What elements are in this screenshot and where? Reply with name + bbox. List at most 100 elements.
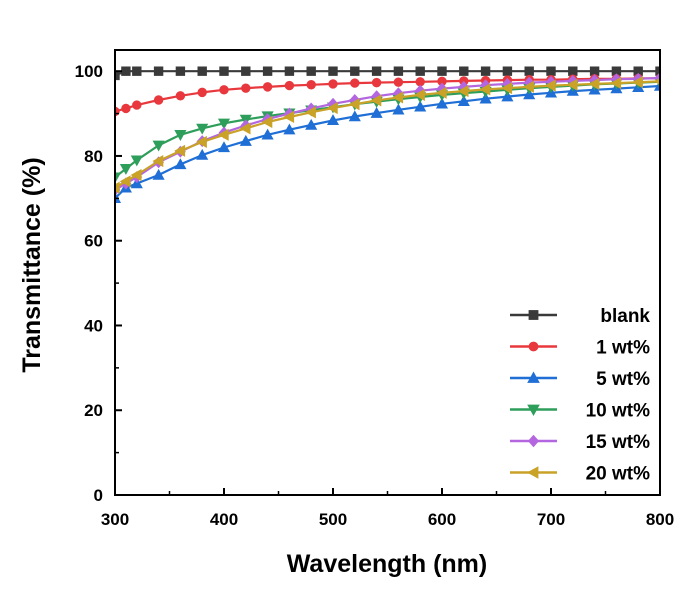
plot-frame [114, 49, 661, 496]
point-5-wtpct-360 [174, 158, 187, 170]
point-blank-500 [328, 66, 338, 76]
point-blank-620 [459, 66, 469, 76]
legend-item-10-wtpct: 10 wt% [510, 401, 650, 422]
point-20-wtpct-460 [283, 110, 295, 124]
point-1-wtpct-460 [284, 80, 295, 91]
point-20-wtpct-680 [523, 80, 534, 93]
point-blank-580 [415, 66, 425, 76]
point-10-wtpct-310 [119, 163, 132, 175]
point-5-wtpct-540 [370, 106, 383, 118]
series-5-wtpct [115, 79, 660, 204]
point-1-wtpct-320 [132, 100, 142, 110]
point-5-wtpct-420 [239, 134, 252, 146]
legend-item-15-wtpct: 15 wt% [510, 432, 650, 453]
point-20-wtpct-700 [544, 79, 556, 92]
point-blank-540 [371, 66, 382, 76]
y-axis-label: Transmittance (%) [18, 157, 46, 372]
point-blank-600 [437, 66, 447, 76]
y-tick-label: 80 [84, 147, 103, 166]
point-20-wtpct-340 [152, 154, 164, 168]
x-tick-label: 600 [428, 510, 456, 529]
point-5-wtpct-640 [479, 92, 492, 104]
point-20-wtpct-310 [119, 175, 131, 188]
y-tick-label: 40 [84, 316, 103, 335]
point-20-wtpct-480 [305, 106, 316, 119]
legend-marker-5-wtpct [527, 371, 540, 383]
series-20-wtpct [115, 76, 660, 194]
point-20-wtpct-740 [588, 77, 600, 90]
point-1-wtpct-540 [371, 77, 382, 88]
point-1-wtpct-440 [262, 82, 273, 92]
point-20-wtpct-760 [610, 77, 622, 90]
legend-item-5-wtpct: 5 wt% [510, 369, 650, 390]
point-10-wtpct-360 [174, 130, 187, 141]
point-1-wtpct-520 [350, 78, 360, 88]
point-blank-800 [655, 66, 660, 76]
legend-item-1-wtpct: 1 wt% [510, 338, 650, 359]
x-tick-label: 700 [537, 510, 565, 529]
point-20-wtpct-420 [239, 122, 251, 135]
point-blank-680 [524, 66, 534, 76]
point-5-wtpct-500 [326, 114, 340, 126]
series-blank [115, 66, 660, 81]
point-1-wtpct-340 [153, 95, 164, 105]
point-20-wtpct-560 [392, 91, 404, 104]
point-5-wtpct-440 [261, 128, 274, 140]
point-20-wtpct-300 [115, 181, 120, 194]
point-20-wtpct-380 [196, 135, 207, 149]
point-10-wtpct-340 [152, 140, 165, 152]
point-blank-560 [393, 66, 404, 76]
point-20-wtpct-620 [457, 85, 469, 98]
point-20-wtpct-580 [414, 88, 425, 101]
line-20-wtpct [115, 80, 660, 189]
point-blank-400 [219, 66, 229, 76]
legend-marker-15-wtpct [527, 434, 540, 448]
legend-marker-1-wtpct [528, 341, 539, 352]
point-blank-300 [115, 70, 120, 81]
legend-label-10-wtpct: 10 wt% [586, 401, 651, 422]
point-20-wtpct-320 [130, 168, 142, 182]
point-5-wtpct-560 [392, 103, 405, 115]
point-blank-310 [121, 66, 131, 76]
point-5-wtpct-660 [501, 90, 514, 102]
point-20-wtpct-520 [348, 98, 360, 111]
y-tick-label: 60 [84, 232, 103, 251]
point-1-wtpct-420 [241, 83, 251, 93]
point-20-wtpct-780 [632, 76, 643, 89]
point-10-wtpct-320 [130, 155, 143, 167]
x-tick-label: 400 [210, 510, 238, 529]
legend-item-20-wtpct: 20 wt% [510, 464, 650, 485]
point-5-wtpct-620 [457, 95, 470, 106]
point-blank-480 [306, 66, 316, 76]
point-blank-440 [262, 66, 273, 76]
point-20-wtpct-640 [479, 83, 491, 96]
legend-label-5-wtpct: 5 wt% [596, 369, 650, 390]
point-20-wtpct-540 [370, 94, 382, 107]
point-blank-380 [197, 66, 207, 76]
point-5-wtpct-520 [348, 110, 361, 122]
point-1-wtpct-310 [121, 103, 131, 114]
point-5-wtpct-800 [653, 79, 660, 91]
point-blank-520 [350, 66, 360, 76]
point-1-wtpct-560 [393, 77, 404, 87]
point-blank-360 [175, 66, 186, 76]
point-1-wtpct-380 [197, 87, 207, 98]
x-tick-label: 300 [101, 510, 129, 529]
point-blank-420 [241, 66, 251, 76]
legend-item-blank: blank [510, 306, 650, 327]
point-blank-320 [132, 66, 142, 76]
point-blank-660 [502, 66, 513, 76]
y-tick-label: 0 [94, 486, 103, 505]
point-20-wtpct-360 [174, 144, 186, 157]
legend: blank 1 wt% 5 wt% 10 wt% 15 wt% 20 wt% [510, 306, 650, 485]
legend-marker-blank [528, 310, 539, 320]
point-blank-720 [568, 66, 578, 76]
y-tick-label: 20 [84, 401, 103, 420]
point-1-wtpct-500 [328, 79, 338, 89]
legend-label-15-wtpct: 15 wt% [586, 432, 651, 453]
legend-label-1-wtpct: 1 wt% [596, 338, 650, 359]
point-5-wtpct-380 [196, 148, 209, 160]
point-blank-640 [480, 66, 491, 76]
point-20-wtpct-440 [261, 115, 273, 129]
